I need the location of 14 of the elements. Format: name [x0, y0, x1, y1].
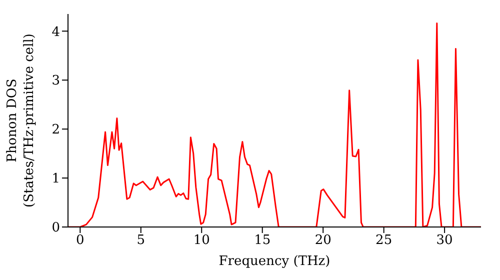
y-tick-label: 1	[52, 172, 60, 187]
x-tick-label: 10	[193, 233, 210, 248]
x-tick-label: 0	[76, 233, 84, 248]
x-tick-label: 20	[314, 233, 332, 248]
y-tick-label: 2	[52, 122, 60, 138]
y-tick-label: 0	[52, 220, 60, 236]
y-axis-title: Phonon DOS (States/THz·primitive cell)	[5, 33, 37, 208]
y-tick-label: 3	[52, 74, 60, 89]
x-axis-title: Frequency (THz)	[218, 254, 330, 269]
x-tick-label: 30	[436, 233, 453, 248]
x-tick-label: 15	[254, 233, 271, 248]
x-tick-label: 5	[136, 233, 146, 248]
x-tick-label: 25	[376, 233, 392, 248]
y-tick-label: 4	[52, 24, 60, 40]
